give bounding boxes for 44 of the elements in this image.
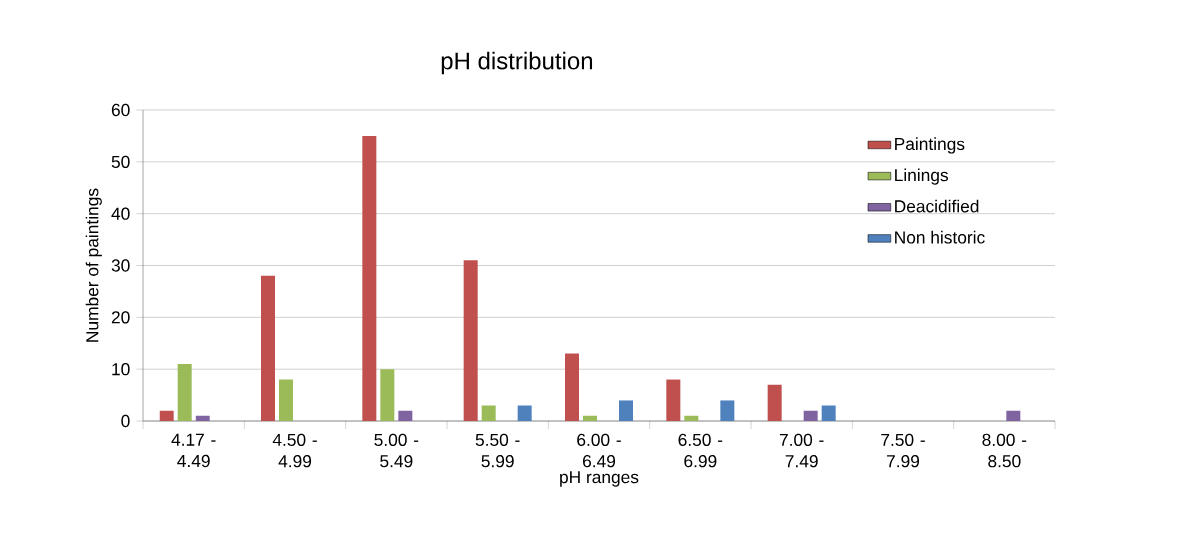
legend-label: Non historic — [895, 230, 985, 244]
bar — [362, 135, 377, 421]
bar — [720, 400, 735, 421]
x-axis-title: pH ranges — [560, 471, 639, 487]
bar — [159, 410, 174, 421]
bar — [380, 369, 395, 421]
x-tick-label: 6.50 - 6.99 — [678, 433, 723, 468]
x-tick-label: 4.50 - 4.99 — [272, 433, 317, 468]
chart-title: pH distribution — [441, 51, 593, 75]
bar — [195, 415, 210, 421]
bar — [803, 410, 818, 421]
bar — [684, 415, 699, 421]
y-axis-title: Number of paintings — [85, 188, 102, 342]
x-tick-label: 5.00 - 5.49 — [374, 433, 419, 468]
y-tick-label: 20 — [111, 311, 130, 324]
x-tick-label: 5.50 - 5.99 — [475, 433, 520, 468]
y-tick-label: 30 — [111, 259, 130, 272]
x-tick-label: 7.00 - 7.49 — [779, 433, 824, 468]
y-tick-label: 60 — [111, 103, 130, 117]
legend-label: Paintings — [895, 137, 965, 154]
x-tick-label: 7.50 - 7.99 — [881, 433, 925, 468]
bar — [517, 405, 532, 421]
bar — [619, 400, 634, 421]
y-tick-label: 10 — [112, 363, 130, 376]
bar — [177, 363, 192, 421]
bar — [279, 379, 294, 421]
x-tick-label: 8.00 - 8.50 — [982, 433, 1027, 468]
bar — [398, 410, 413, 421]
legend-label: Linings — [895, 168, 948, 185]
bar — [481, 405, 496, 421]
y-tick-label: 0 — [121, 414, 130, 428]
x-tick-label: 6.00 - 6.49 — [577, 433, 621, 468]
legend-label: Deacidified — [895, 199, 979, 213]
x-tick-label: 4.17 - 4.49 — [171, 433, 216, 468]
bar — [767, 384, 782, 421]
bar — [583, 415, 597, 421]
bar — [666, 379, 681, 421]
y-tick-label: 50 — [111, 155, 130, 168]
bar — [463, 260, 478, 421]
bar — [1006, 410, 1021, 421]
bar — [821, 405, 836, 421]
bar — [261, 275, 276, 421]
y-tick-label: 40 — [111, 207, 130, 220]
bar — [565, 353, 579, 421]
